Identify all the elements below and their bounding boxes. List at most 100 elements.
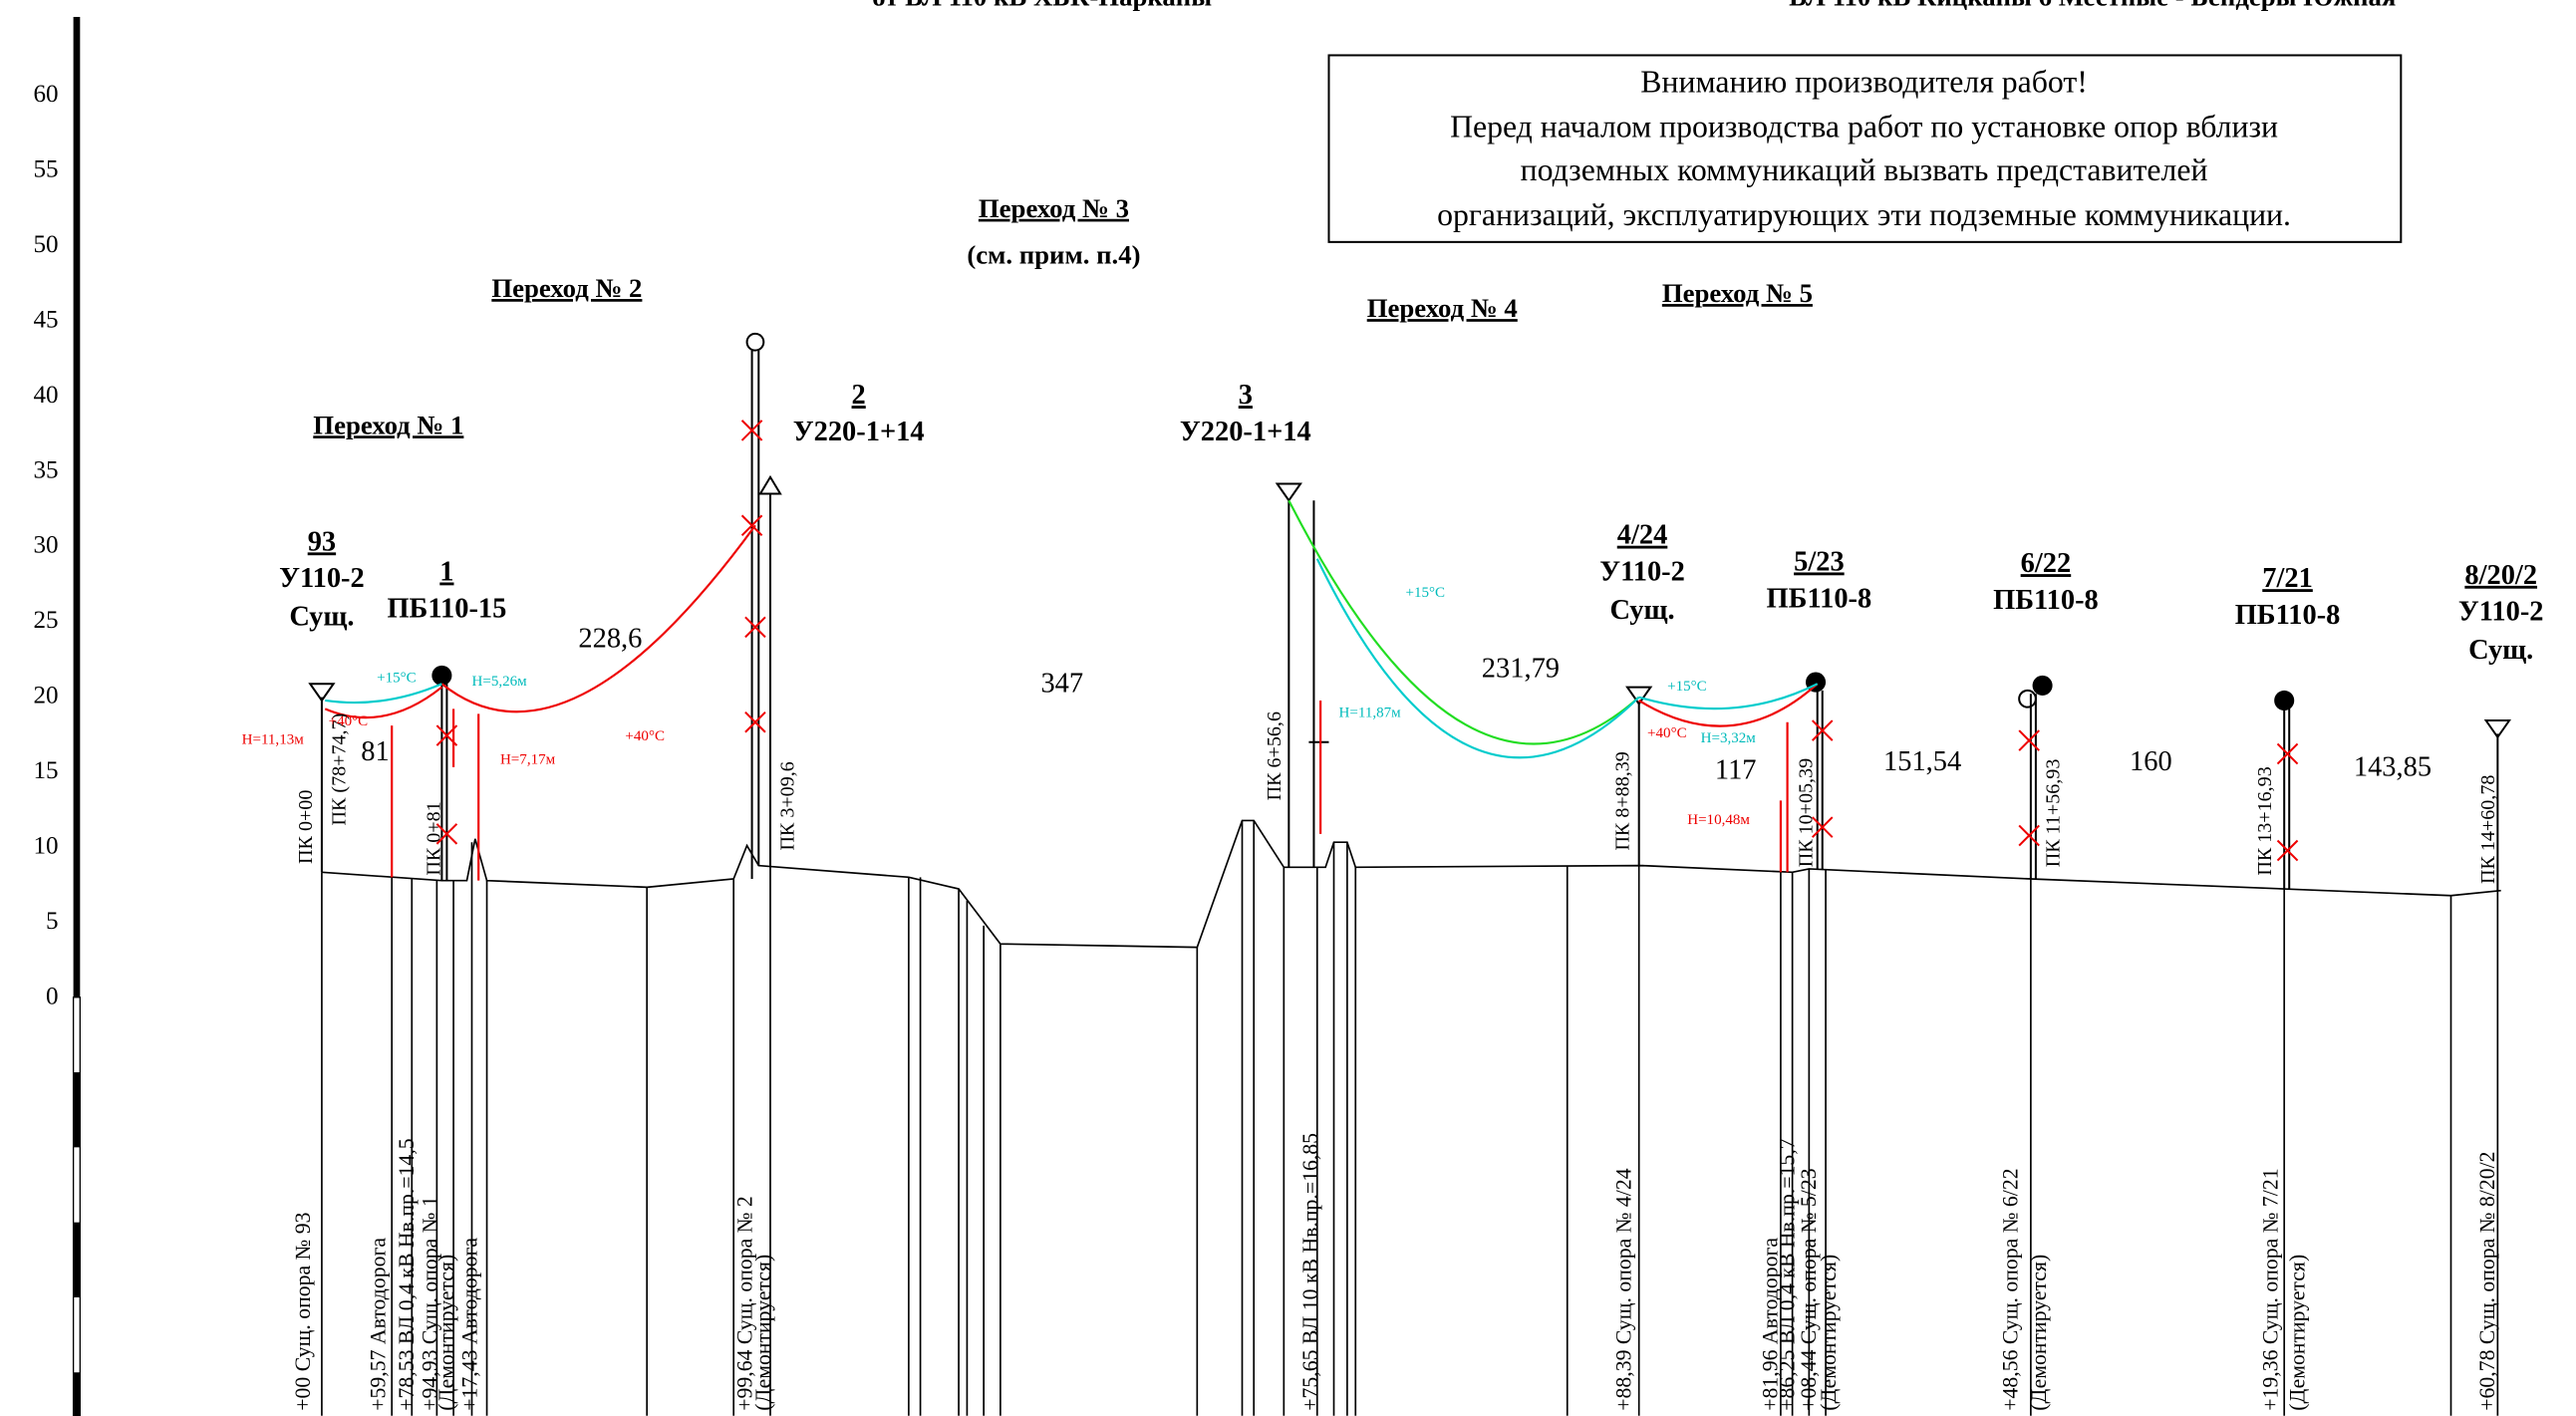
annotation: Н=7,17м (500, 752, 556, 768)
bottom-label: +78,53 ВЛ 0,4 кВ Нв.пр.=14,5 (395, 1138, 419, 1410)
bottom-label: +59,57 Автодорога (366, 1238, 390, 1411)
picket: ПК 8+88,39 (1612, 751, 1634, 850)
bottom-label: +86,25 ВЛ 0,4 кВ Нв.пр.=15,7 (1775, 1138, 1799, 1410)
bottom-label: +00 Сущ. опора № 93 (291, 1212, 315, 1410)
annotation: Н=3,32м (1701, 730, 1757, 746)
wires (324, 499, 1819, 881)
support-type: У110-2 (1599, 557, 1685, 588)
support-state: Сущ. (2468, 635, 2533, 666)
span-length: 228,6 (578, 623, 642, 654)
support-type: ПБ110-8 (1767, 583, 1872, 614)
support-number: 8/20/2 (2464, 560, 2537, 591)
bottom-label: (Демонтируется) (2285, 1255, 2309, 1411)
scale-label: 25 (33, 607, 58, 634)
cross-mark (2276, 839, 2299, 862)
support-tops (431, 665, 2295, 711)
scale-label: 50 (33, 231, 58, 258)
crossing: Переход № 2 (491, 273, 642, 303)
cross-mark (740, 514, 763, 537)
support-type: У220-1+14 (793, 417, 925, 447)
notice-box (1327, 54, 2403, 243)
notice-line: Перед началом производства работ по уста… (1450, 109, 2278, 143)
ground-profile (321, 819, 2501, 1416)
bottom-label: +99,64 Сущ. опора № 2 (733, 1196, 757, 1411)
scale-bar (72, 16, 81, 1416)
cross-mark (744, 616, 766, 639)
span-length: 117 (1715, 755, 1757, 786)
annotation: +40°C (1647, 725, 1687, 741)
scale-label: 30 (33, 532, 58, 559)
span-length: 160 (2130, 746, 2172, 777)
picket: ПК 0+81 (424, 801, 445, 875)
support-type: У110-2 (2458, 597, 2544, 628)
picket: ПК 3+09,6 (776, 761, 798, 850)
support-number: 5/23 (1794, 546, 1845, 577)
support-state: Сущ. (289, 602, 354, 633)
scale-label: 0 (46, 983, 59, 1009)
annotation: Н=11,13м (242, 731, 305, 747)
crossing-note: (см. прим. п.4) (967, 240, 1140, 270)
bottom-label: (Демонтируется) (751, 1255, 775, 1411)
header: от ВЛ 110 кВ ХБК-Парканы (872, 0, 1212, 11)
picket: ПК 6+56,6 (1264, 711, 1286, 800)
scale-label: 35 (33, 456, 58, 483)
annotation: +40°C (625, 728, 665, 744)
bottom-label: (Демонтируется) (2027, 1255, 2051, 1411)
scale-label: 5 (46, 908, 59, 935)
cross-mark (2018, 729, 2040, 751)
bottom-label: +81,96 Автодорога (1759, 1238, 1783, 1411)
bottom-label: +08,44 Сущ. опора № 5/23 (1797, 1168, 1821, 1410)
scale-label: 20 (33, 683, 58, 709)
bottom-label: +75,65 ВЛ 10 кВ Нв.пр.=16,85 (1298, 1133, 1322, 1411)
span-length: 81 (361, 736, 389, 767)
cross-mark (2018, 824, 2040, 847)
crossing: Переход № 5 (1662, 278, 1813, 308)
cross-mark (1811, 816, 1834, 838)
notice-line: подземных коммуникаций вызвать представи… (1521, 152, 2208, 187)
annotation: +15°C (1405, 585, 1445, 601)
bottom-label: +19,36 Сущ. опора № 7/21 (2259, 1168, 2283, 1410)
span-length: 143,85 (2354, 751, 2432, 782)
support-number: 93 (308, 526, 336, 557)
bottom-label: +17,43 Автодорога (458, 1238, 482, 1411)
span-length: 347 (1040, 669, 1083, 700)
scale-label: 40 (33, 382, 58, 409)
support-type: ПБ110-15 (387, 593, 506, 624)
texts: от ВЛ 110 кВ ХБК-Парканы ВЛ 110 кВ Кицкан… (33, 0, 2543, 1411)
cross-mark (1811, 719, 1834, 741)
cross-mark (2276, 742, 2299, 765)
scale-label: 45 (33, 306, 58, 333)
scale-label: 10 (33, 833, 58, 860)
bottom-label: (Демонтируется) (1817, 1255, 1841, 1411)
span-length: 151,54 (1883, 746, 1961, 777)
support-number: 4/24 (1617, 520, 1668, 551)
annotation: +40°C (329, 713, 369, 729)
picket: ПК 0+00 (295, 790, 317, 864)
bottom-label: +88,39 Сущ. опора № 4/24 (1611, 1168, 1635, 1410)
span-length: 231,79 (1482, 654, 1560, 685)
support-number: 7/21 (2262, 563, 2313, 594)
annotation: +15°C (377, 671, 417, 687)
picket: ПК (78+74,7) (328, 713, 350, 826)
support-state: Сущ. (1609, 595, 1674, 626)
support-type: У220-1+14 (1180, 417, 1311, 447)
support-type: У110-2 (279, 563, 365, 594)
support-number: 3 (1239, 380, 1253, 411)
cross-mark (435, 823, 458, 845)
cross-mark (744, 710, 766, 733)
cross-marks (435, 420, 2299, 862)
bottom-label: (Демонтируется) (434, 1255, 458, 1411)
annotation: Н=10,48м (1687, 812, 1750, 828)
support-number: 2 (852, 380, 866, 411)
cross-mark (435, 724, 458, 746)
crossing: Переход № 4 (1367, 293, 1518, 323)
annotation: Н=5,26м (471, 674, 527, 690)
annotation: Н=11,87м (1339, 706, 1402, 721)
bottom-label: +60,78 Сущ. опора № 8/20/2 (2475, 1151, 2499, 1410)
support-number: 6/22 (2021, 548, 2072, 579)
bottom-label: +94,93 Сущ. опора № 1 (418, 1196, 441, 1411)
support-number: 1 (439, 557, 453, 588)
header: ВЛ 110 кВ Кицканы 6 Местные - Бендеры Юж… (1789, 0, 2396, 11)
